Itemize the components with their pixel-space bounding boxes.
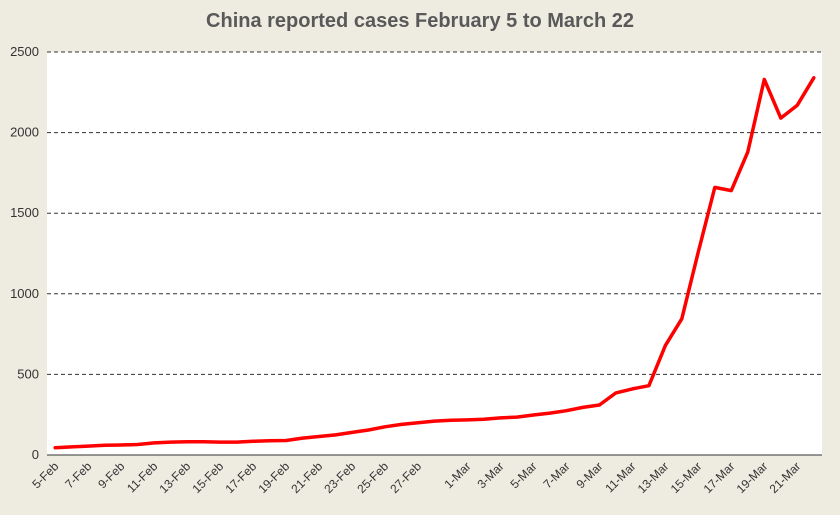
x-tick-label: 15-Feb [189, 459, 226, 496]
x-tick-label: 7-Feb [62, 459, 94, 491]
x-tick-label: 5-Mar [507, 459, 539, 491]
x-tick-label: 5-Feb [29, 459, 61, 491]
y-tick-label: 1000 [10, 286, 39, 301]
x-tick-label: 3-Mar [475, 459, 507, 491]
x-tick-label: 9-Mar [573, 459, 605, 491]
x-tick-label: 7-Mar [540, 459, 572, 491]
chart-title: China reported cases February 5 to March… [206, 10, 634, 32]
x-tick-label: 1-Mar [442, 459, 474, 491]
x-tick-label: 19-Mar [734, 459, 771, 496]
x-tick-label: 17-Mar [701, 459, 738, 496]
series-line [53, 76, 816, 450]
y-tick-label: 2500 [10, 44, 39, 59]
x-tick-label: 21-Mar [767, 459, 804, 496]
plot-area [47, 52, 822, 455]
x-tick-label: 13-Mar [635, 459, 672, 496]
y-tick-label: 1500 [10, 205, 39, 220]
y-tick-label: 0 [32, 447, 39, 462]
x-tick-label: 23-Feb [321, 459, 358, 496]
x-tick-label: 15-Mar [668, 459, 705, 496]
x-tick-label: 11-Mar [602, 459, 638, 495]
x-tick-label: 13-Feb [156, 459, 193, 496]
x-tick-label: 17-Feb [222, 459, 259, 496]
x-tick-label: 27-Feb [387, 459, 424, 496]
x-tick-label: 25-Feb [354, 459, 391, 496]
x-tick-label: 9-Feb [95, 459, 127, 491]
y-tick-label: 2000 [10, 125, 39, 140]
x-tick-label: 11-Feb [124, 459, 160, 495]
x-tick-label: 19-Feb [255, 459, 292, 496]
y-tick-label: 500 [17, 366, 39, 381]
x-tick-label: 21-Feb [288, 459, 325, 496]
